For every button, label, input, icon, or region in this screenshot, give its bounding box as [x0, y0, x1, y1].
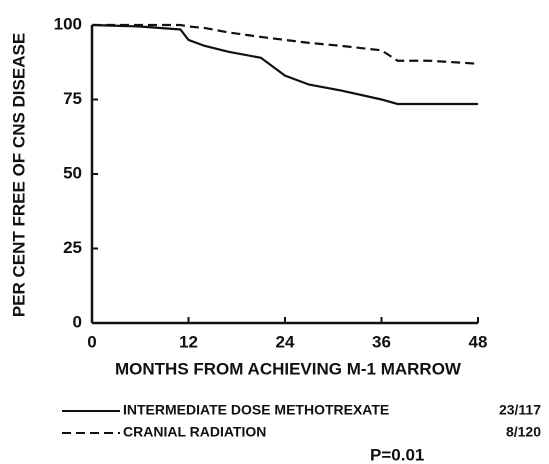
y-tick-label: 0 — [73, 312, 82, 331]
series-line — [92, 23, 479, 65]
annotation: P=0.01 — [370, 445, 424, 464]
x-tick-label: 0 — [87, 332, 96, 351]
y-tick-label: 50 — [63, 163, 82, 182]
legend-label: CRANIAL RADIATION — [123, 424, 266, 440]
y-tick-label: 100 — [54, 14, 82, 33]
legend-label: INTERMEDIATE DOSE METHOTREXATE — [123, 402, 389, 418]
x-tick-label: 48 — [469, 332, 488, 351]
x-tick-label: 12 — [179, 332, 198, 351]
legend-count: 8/120 — [506, 424, 541, 440]
x-axis-label: MONTHS FROM ACHIEVING M-1 MARROW — [115, 359, 462, 378]
x-tick-label: 36 — [372, 332, 391, 351]
legend-count: 23/117 — [499, 402, 541, 418]
y-tick-label: 75 — [63, 89, 82, 108]
y-tick-label: 25 — [63, 238, 82, 257]
series-line — [91, 23, 478, 106]
y-axis-label: PER CENT FREE OF CNS DISEASE — [9, 33, 28, 317]
x-tick-label: 24 — [276, 332, 295, 351]
